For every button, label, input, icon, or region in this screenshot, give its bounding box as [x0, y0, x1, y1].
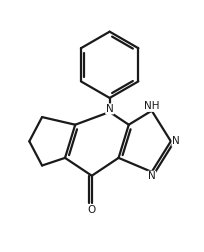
Text: NH: NH [144, 101, 160, 111]
Text: O: O [88, 205, 96, 215]
Text: N: N [172, 136, 180, 146]
Text: N: N [148, 171, 156, 181]
Text: N: N [106, 104, 113, 114]
